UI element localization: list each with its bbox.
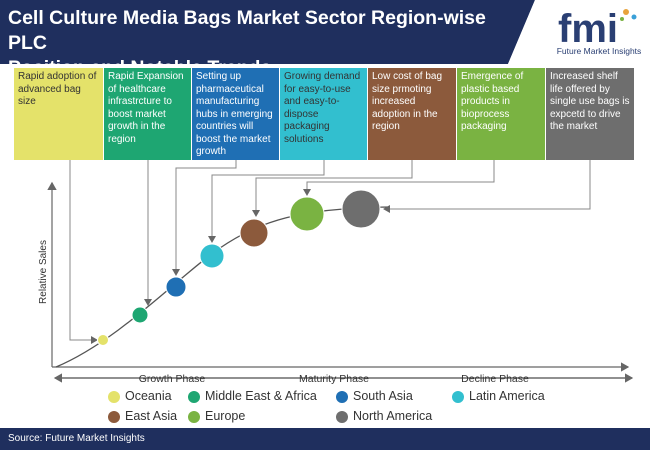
legend-swatch [336,391,348,403]
legend-label: Latin America [469,389,545,403]
legend-label: Middle East & Africa [205,389,317,403]
legend-label: Europe [205,409,246,423]
connector-1 [69,160,98,344]
legend-swatch [452,391,464,403]
bubble-south-asia [165,276,187,298]
bubble-oceania [97,334,109,346]
bubble-north-america [341,189,381,229]
trend-box-3: Setting up pharmaceutical manufacturing … [192,68,279,160]
legend-swatch [108,391,120,403]
trend-box-4: Growing demand for easy-to-use and easy-… [280,68,367,160]
bubble-middle-east-africa [131,306,149,324]
legend-label: South Asia [353,389,413,403]
fmi-logo: fmi [558,7,637,51]
legend-label: East Asia [125,409,178,423]
trend-box-6: Emergence of plastic based products in b… [457,68,545,160]
source-text: Source: Future Market Insights [8,433,145,444]
trend-box-5: Low cost of bag size prmoting increased … [368,68,456,160]
legend-swatch [188,391,200,403]
legend-label: North America [353,409,433,423]
connector-5 [252,160,413,217]
connector-4 [208,160,325,243]
source-bar: Source: Future Market Insights [0,428,650,450]
y-axis-label: Relative Sales [38,240,49,304]
legend-swatch [108,411,120,423]
bubble-east-asia [239,218,269,248]
phase-label-3: Decline Phase [461,373,529,385]
logo-caption: Future Market Insights [556,46,642,56]
plc-chart: Relative Sales Growth Phase Maturity Phase… [38,160,634,385]
title-line-1: Cell Culture Media Bags Market Sector Re… [8,7,486,54]
connector-6 [303,160,495,196]
connector-7 [383,160,591,213]
trend-box-1: Rapid adoption of advanced bag size [14,68,103,160]
header-background [0,0,650,64]
svg-text:fmi: fmi [558,7,618,51]
phase-label-1: Growth Phase [139,373,206,385]
bubble-europe [289,196,325,232]
legend-label: Oceania [125,389,172,403]
bubble-latin-america [199,243,225,269]
connector-3 [172,160,237,276]
trend-box-7: Increased shelf life offered by single u… [546,68,634,160]
trend-box-2: Rapid Expansion of healthcare infrastrct… [104,68,191,160]
phase-label-2: Maturity Phase [299,373,369,385]
legend-swatch [188,411,200,423]
legend-swatch [336,411,348,423]
header-banner: Cell Culture Media Bags Market Sector Re… [0,0,650,79]
